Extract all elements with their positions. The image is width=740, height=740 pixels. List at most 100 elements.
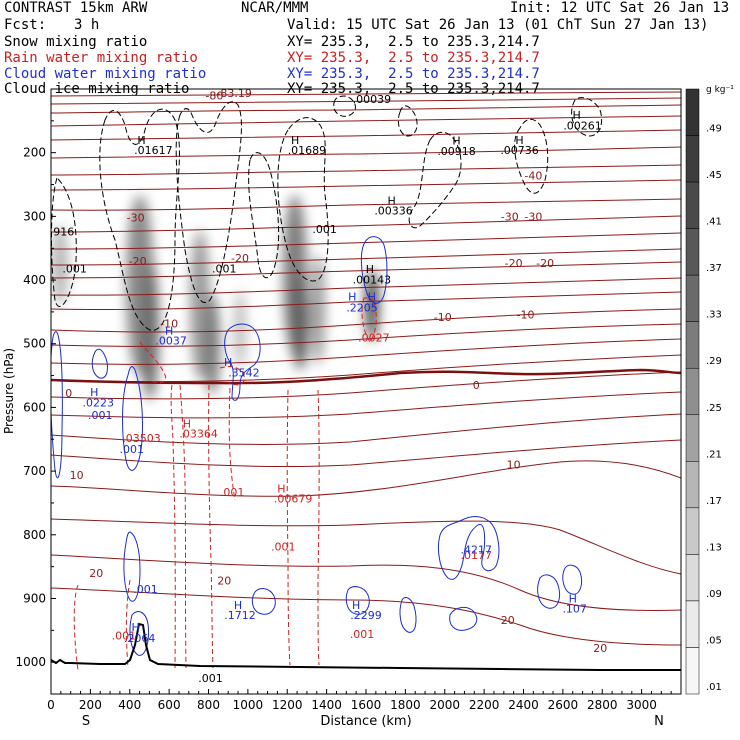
- rain-contour-label: .00679: [274, 492, 313, 505]
- valid-time: Valid: 15 UTC Sat 26 Jan 13 (01 ChT Sun …: [287, 17, 709, 33]
- cloudwater-contour: [224, 323, 261, 401]
- rain-contour-label: H: [183, 417, 191, 430]
- rain-contour: [125, 579, 131, 669]
- x-tick-label: 1400: [311, 698, 342, 712]
- temperature-contour-label: 0: [473, 379, 480, 392]
- isotherm: [51, 146, 681, 159]
- colorbar-swatch: [685, 321, 700, 369]
- isotherm: [51, 413, 681, 445]
- forecast-label: Fcst:: [4, 17, 47, 33]
- x-tick-label: 400: [118, 698, 141, 712]
- ice-contour: [277, 117, 329, 282]
- isotherm: [51, 248, 681, 266]
- cloudwater-contour-label: .1712: [224, 609, 256, 622]
- x-tick-label: 3000: [626, 698, 657, 712]
- temperature-contour-label: 20: [501, 614, 515, 627]
- rain-contour: [208, 384, 214, 669]
- cloudwater-contour-label: H: [352, 599, 360, 612]
- rain-contour: [179, 384, 187, 669]
- ice-contour-label: H: [515, 134, 523, 147]
- ice-contour-label: H: [366, 263, 374, 276]
- ice-contour-label: .00261: [563, 119, 602, 132]
- cloudwater-contour-label: .2064: [124, 632, 156, 645]
- x-tick-label: 2200: [469, 698, 500, 712]
- isotherm: [51, 391, 681, 419]
- center-name: NCAR/MMM: [241, 0, 309, 16]
- ice-contour-label: .00736: [500, 144, 539, 157]
- y-axis-title: Pressure (hPa): [2, 348, 16, 434]
- temperature-contour-label: -10: [516, 308, 534, 321]
- cloudwater-contour: [345, 586, 370, 615]
- colorbar-tick-label: .13: [706, 542, 722, 553]
- colorbar-swatch: [685, 554, 700, 602]
- ice-contour-label: H: [452, 135, 460, 148]
- field-rain-label: Rain water mixing ratio: [4, 50, 198, 66]
- init-time: Init: 12 UTC Sat 26 Jan 13: [510, 0, 730, 16]
- isotherm: [51, 179, 681, 191]
- cloudwater-contour-label: .0037: [155, 335, 187, 348]
- cloudwater-contour-label: H: [569, 592, 577, 605]
- isotherm: [51, 261, 681, 279]
- ice-contour: [51, 177, 77, 307]
- isotherm: [51, 371, 681, 400]
- cloudwater-contour: [537, 574, 561, 609]
- forecast-hours: 3 h: [74, 17, 100, 33]
- isotherm: [51, 323, 681, 347]
- colorbar-tick-label: .37: [706, 263, 722, 274]
- cloudwater-contour: [449, 607, 478, 631]
- colorbar-tick-label: .25: [706, 403, 722, 414]
- colorbar-unit: g kg⁻¹: [706, 85, 734, 95]
- isotherm: [51, 232, 681, 250]
- ice-contour: [248, 152, 280, 278]
- y-tick-label: 400: [23, 273, 46, 287]
- ice-contour-label: H: [573, 109, 581, 122]
- colorbar-swatch: [685, 367, 700, 416]
- cloudwater-contour-label: H: [348, 291, 356, 304]
- ice-contour-label: H: [387, 194, 395, 207]
- cloudwater-contour: [91, 348, 108, 379]
- colorbar-swatch: [685, 274, 700, 322]
- x-tick-label: 1600: [351, 698, 382, 712]
- isotherm: [51, 439, 681, 468]
- field-snow-label: Snow mixing ratio: [4, 34, 148, 50]
- rain-contour: [73, 584, 79, 671]
- rain-contour-label: .001: [350, 628, 375, 641]
- ice-contour-label: .00143: [353, 273, 392, 286]
- ice-contour-label: .001: [62, 263, 87, 276]
- temperature-contour-label: 10: [507, 459, 521, 472]
- rain-contour: [361, 297, 377, 343]
- pressure-axis: 200 300 400 500 600 700 800 900 1000: [15, 120, 56, 695]
- cloudwater-contour: [360, 236, 388, 304]
- colorbar-tick-label: .29: [706, 356, 722, 367]
- cloudwater-contour: [437, 516, 500, 580]
- isotherm: [51, 104, 681, 114]
- temperature-contour-label: 20: [217, 575, 231, 588]
- ice-contour-label: .00039: [353, 93, 392, 106]
- cloudwater-contour-label: .107: [562, 603, 587, 616]
- temperature-contour-label: -10: [434, 311, 452, 324]
- isotherm: [51, 215, 681, 233]
- cloudwater-contour-label: .001: [133, 583, 158, 596]
- snow-column: [234, 290, 246, 370]
- rain-contour-label: .001: [220, 486, 245, 499]
- x-axis-title: Distance (km): [320, 714, 411, 729]
- rain-contour: [139, 341, 167, 384]
- temperature-contour-label: 20: [89, 567, 103, 580]
- model-name: CONTRAST 15km ARW: [4, 0, 148, 16]
- cloudwater-contour: [399, 597, 417, 633]
- x-tick-label: 200: [79, 698, 102, 712]
- rain-contour-label: .03503: [122, 432, 161, 445]
- colorbar-swatch: [685, 414, 700, 462]
- south-label: S: [82, 714, 90, 729]
- temperature-contour-label: -40: [524, 170, 542, 183]
- x-tick-label: 2400: [508, 698, 539, 712]
- distance-axis: 0 200 400 600 800 1000 1200 1400 1600 1800 2000 220…: [47, 689, 672, 712]
- ice-contour: [397, 105, 418, 137]
- ice-contour-label: .001: [198, 672, 223, 685]
- rain-contour: [228, 387, 236, 501]
- snow-column: [291, 270, 309, 370]
- colorbar-tick-label: .05: [706, 635, 722, 646]
- cloudwater-contour-label: H: [224, 356, 232, 369]
- isotherm: [51, 308, 681, 333]
